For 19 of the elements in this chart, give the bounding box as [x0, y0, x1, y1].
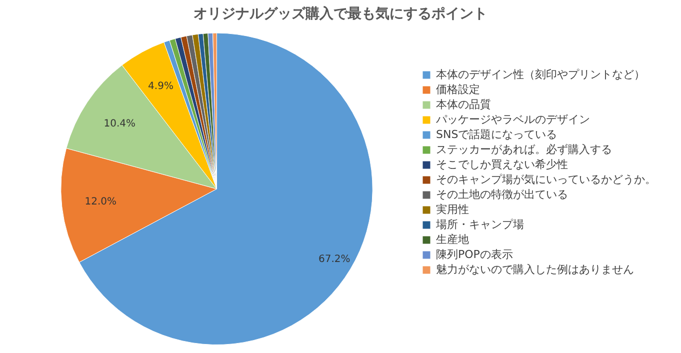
legend-label: 本体の品質	[436, 98, 491, 111]
legend-label: 生産地	[436, 232, 469, 246]
legend-label: 魅力がないので購入した例はありません	[436, 262, 634, 276]
data-label: 12.0%	[84, 196, 116, 208]
legend-label: パッケージやラベルのデザイン	[435, 112, 590, 126]
legend-label: そのキャンプ場が気にいっているかどうか。	[436, 172, 656, 186]
legend-label: そこでしか買えない希少性	[436, 158, 568, 171]
data-label: 67.2%	[318, 254, 350, 266]
legend-label: 場所・キャンプ場	[435, 218, 524, 231]
data-label: 4.9%	[148, 80, 174, 92]
legend-label: ステッカーがあれば。必ず購入する	[436, 142, 612, 156]
legend-label: 実用性	[436, 202, 469, 216]
chart-title: オリジナルグッズ購入で最も気にするポイント	[194, 6, 488, 22]
legend-label: 価格設定	[436, 82, 480, 96]
legend-label: 本体のデザイン性（刻印やプリントなど）	[436, 68, 645, 81]
data-label: 10.4%	[104, 118, 136, 130]
legend-label: 陳列POPの表示	[436, 248, 513, 261]
legend-label: その土地の特徴が出ている	[436, 188, 568, 201]
legend-label: SNSで話題になっている	[436, 128, 558, 141]
